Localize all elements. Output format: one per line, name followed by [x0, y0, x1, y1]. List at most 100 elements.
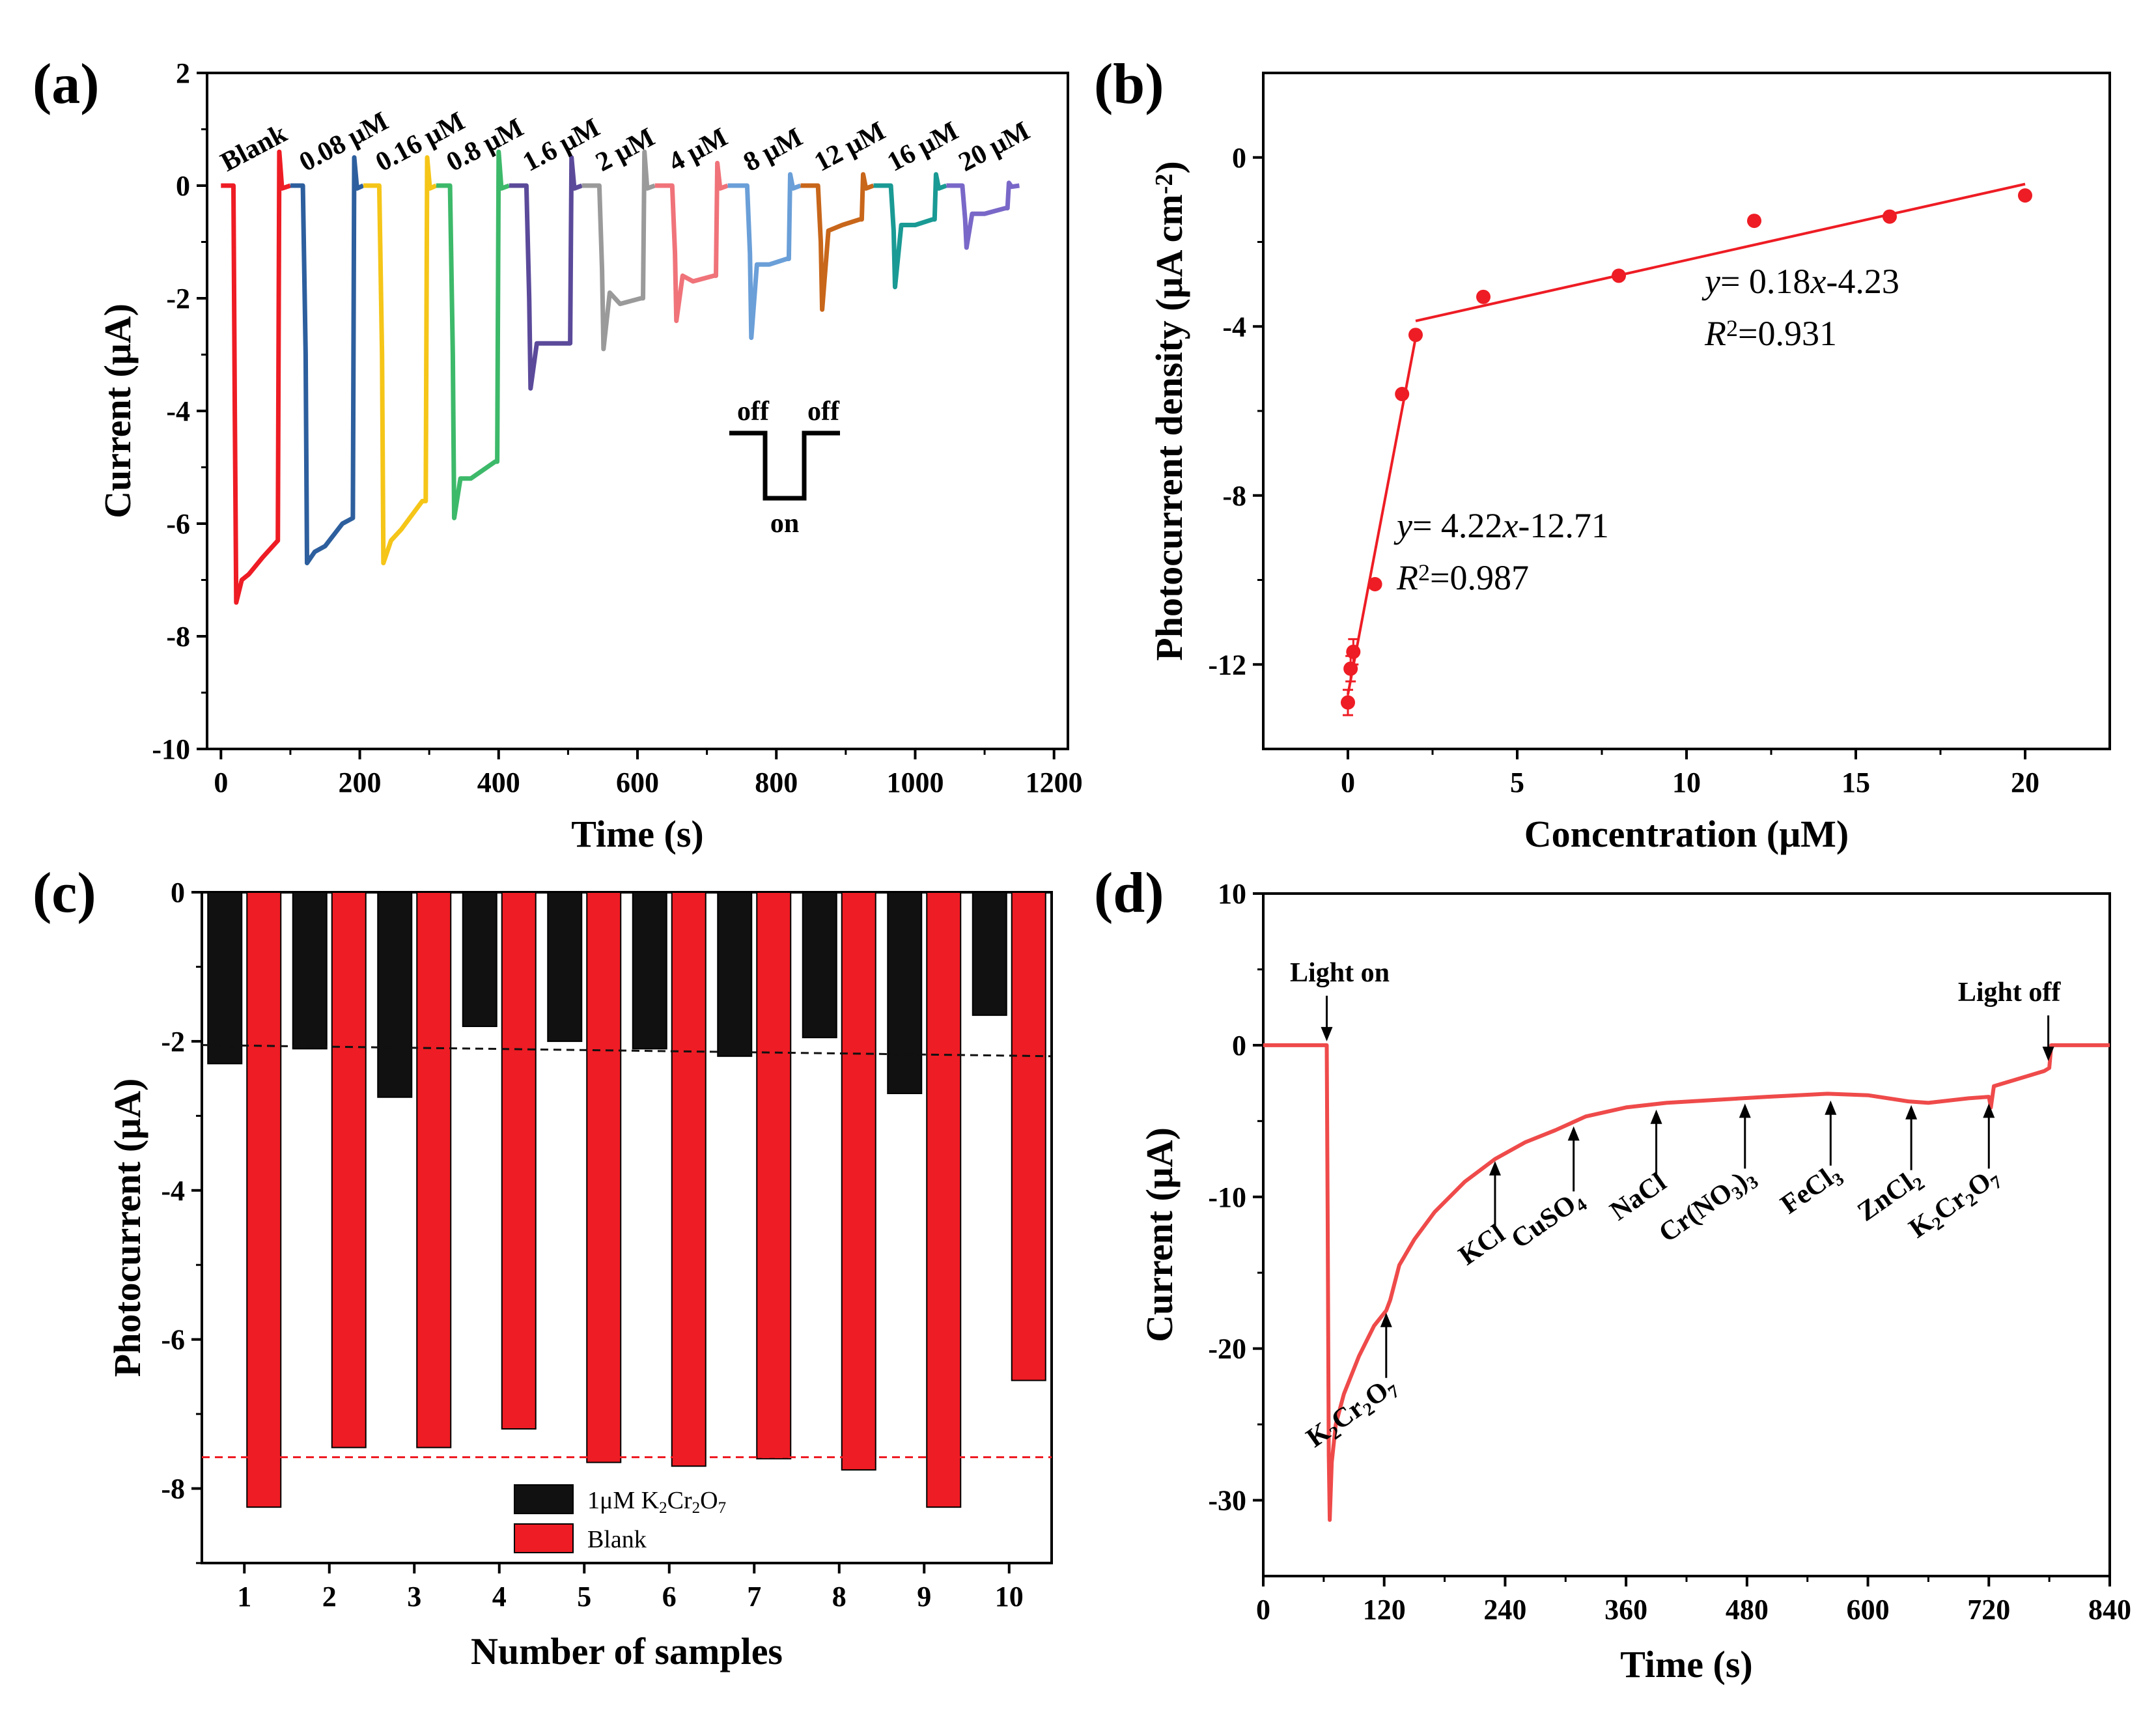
- panel-a-x-tick-label: 600: [616, 767, 659, 798]
- panel-a-series-line-8: [727, 172, 802, 341]
- panel-c-bar-k2cr2o7-1: [207, 892, 243, 1065]
- panel-c-bar-blank-6: [671, 892, 707, 1467]
- panel-a-x-tick-label: 1200: [1026, 767, 1083, 798]
- panel-b-x-tick-label: 20: [2011, 767, 2039, 798]
- panel-d-x-tick-label: 600: [1847, 1594, 1890, 1626]
- panel-d-arrow-head-1: [1321, 1026, 1333, 1041]
- panel-c-x-tick-label: 7: [747, 1581, 761, 1613]
- panel-b-data-point-8: [1612, 268, 1626, 283]
- panel-d-x-tick-label: 720: [1967, 1594, 2010, 1626]
- panel-d-x-tick-label: 840: [2088, 1594, 2131, 1626]
- panel-a-series-line-3: [363, 155, 438, 565]
- panel-c-x-tick-label: 4: [492, 1581, 507, 1613]
- panel-c-x-tick-label: 9: [917, 1581, 931, 1613]
- panel-a-y-tick-label: -10: [152, 733, 190, 765]
- panel-d-annotation-label-8-part-0: FeCl: [1776, 1163, 1839, 1220]
- panel-a-inset-on: on: [770, 509, 799, 539]
- panel-d-arrow-head-8: [1825, 1100, 1837, 1115]
- panel-c-bar-blank-4: [501, 892, 537, 1430]
- panel-c-legend-label-k2cr2o7: 1μM K2Cr2O7: [587, 1487, 726, 1517]
- panel-c-y-tick-label: 0: [171, 877, 185, 909]
- panel-b-fit2-r2-part-1: 2: [1726, 315, 1738, 341]
- panel-d-annotation-label-4: KCl: [1453, 1219, 1511, 1271]
- panel-b-plot-frame: [1262, 72, 2111, 750]
- panel-b-fit1-r2-part-0: R: [1396, 558, 1418, 597]
- panel-b-y-axis-title-part-0: Photocurrent density (μA cm: [1148, 194, 1190, 660]
- panel-c-y-tick-label: -8: [161, 1473, 185, 1505]
- panel-b-fit2-equation-part-3: -4.23: [1826, 262, 1899, 301]
- panel-b-x-tick-label: 15: [1841, 767, 1870, 798]
- panel-a-series-label-10: 16 μM: [882, 116, 963, 178]
- panel-c-bar-blank-1: [246, 892, 282, 1508]
- panel-a-x-tick-label: 200: [339, 767, 382, 798]
- panel-a-y-tick-label: 0: [176, 170, 190, 202]
- panel-label-c: (c): [33, 862, 96, 925]
- panel-a-series-line-1: [221, 149, 292, 605]
- panel-a-y-tick-label: -6: [166, 508, 190, 540]
- panel-b-fit2-equation: y= 0.18x-4.23: [1701, 262, 1899, 301]
- panel-d-y-tick-label: -30: [1208, 1485, 1246, 1517]
- panel-label-a: (a): [33, 53, 100, 116]
- panel-c-legend-label-k2cr2o7-part-1: 2: [659, 1499, 667, 1517]
- panel-d-x-tick-label: 360: [1604, 1594, 1647, 1626]
- panel-b-x-tick-label: 0: [1341, 767, 1355, 798]
- panel-d-arrow-head-7: [1739, 1103, 1751, 1118]
- panel-c-y-tick-label: -6: [161, 1324, 185, 1356]
- panel-c-bar-k2cr2o7-2: [292, 892, 328, 1050]
- panel-label-d: (d): [1094, 862, 1164, 925]
- panel-a-x-tick-label: 0: [214, 767, 228, 798]
- panel-b-fit1-r2-part-1: 2: [1418, 559, 1430, 585]
- panel-d-x-tick-label: 240: [1483, 1594, 1526, 1626]
- panel-a-inset-schematic: [729, 430, 840, 501]
- panel-c-legend-swatch-blank: [514, 1523, 574, 1553]
- panel-c-plot-frame: [201, 891, 1053, 1564]
- panel-c-bar-k2cr2o7-9: [887, 892, 923, 1094]
- panel-d-arrow-head-5: [1567, 1126, 1580, 1141]
- panel-d-x-tick-label: 120: [1363, 1594, 1406, 1626]
- panel-d-annotation-label-5: CuSO4: [1506, 1184, 1591, 1258]
- panel-d-annotation-label-5-part-0: CuSO: [1506, 1189, 1582, 1255]
- panel-c-bar-k2cr2o7-5: [547, 892, 583, 1042]
- panel-c-legend-label-k2cr2o7-part-5: 7: [718, 1499, 727, 1517]
- panel-a-series-label-6: 2 μM: [591, 122, 659, 178]
- panel-d-y-axis-title: Current (μA): [1138, 1127, 1181, 1342]
- panel-d-annotation-label-4-part-0: KCl: [1453, 1219, 1511, 1271]
- panel-b-data-point-6: [1408, 328, 1423, 343]
- panel-c-x-tick-label: 8: [832, 1581, 847, 1613]
- panel-d-current-line: [1263, 1043, 2110, 1522]
- panel-c-bar-blank-3: [416, 892, 452, 1448]
- panel-c-x-tick-label: 5: [577, 1581, 591, 1613]
- panel-d-annotation-label-7: Cr(NO3)3: [1654, 1161, 1763, 1251]
- panel-d-arrow-head-2: [2042, 1047, 2054, 1062]
- panel-c-legend-label-blank: Blank: [587, 1526, 647, 1553]
- panel-a-series-label-7: 4 μM: [664, 122, 732, 178]
- panel-a-series-line-6: [581, 149, 656, 352]
- panel-c-bar-k2cr2o7-10: [972, 892, 1007, 1016]
- panel-a-series-label-9: 12 μM: [809, 116, 890, 178]
- panel-d-x-axis-title: Time (s): [1620, 1643, 1753, 1685]
- panel-c-y-axis-title: Photocurrent (μA): [106, 1079, 148, 1377]
- panel-c-legend-label-k2cr2o7-part-0: 1μM K: [587, 1487, 660, 1514]
- panel-a-series-line-7: [654, 160, 729, 324]
- panel-b-fit2-r2-part-2: =0.931: [1738, 314, 1837, 353]
- panel-b-fit2-equation-part-0: y: [1701, 262, 1720, 301]
- panel-d-annotation-label-2: Light off: [1958, 978, 2062, 1008]
- panel-a-series-label-8: 8 μM: [739, 122, 807, 178]
- panel-d-y-tick-label: -20: [1208, 1333, 1246, 1365]
- panel-c-y-tick-label: -2: [161, 1026, 185, 1058]
- panel-b-y-axis-title-part-1: -2: [1151, 174, 1178, 195]
- panel-b-y-tick-label: 0: [1232, 142, 1246, 174]
- panel-c-x-tick-label: 1: [237, 1581, 251, 1613]
- panel-c-bar-k2cr2o7-8: [802, 892, 837, 1039]
- panel-c-legend-label-k2cr2o7-part-4: O: [700, 1487, 718, 1514]
- panel-b-y-tick-label: -12: [1208, 649, 1246, 681]
- panel-b-fit1-r2: R2=0.987: [1396, 558, 1529, 597]
- panel-b-fit2-r2-part-0: R: [1704, 314, 1726, 353]
- panel-b-fit-line-2: [1415, 182, 2026, 322]
- panel-b-x-tick-label: 10: [1672, 767, 1701, 798]
- panel-c-bar-k2cr2o7-6: [632, 892, 667, 1050]
- panel-c-bar-blank-8: [841, 892, 876, 1471]
- panel-c-x-tick-label: 3: [407, 1581, 421, 1613]
